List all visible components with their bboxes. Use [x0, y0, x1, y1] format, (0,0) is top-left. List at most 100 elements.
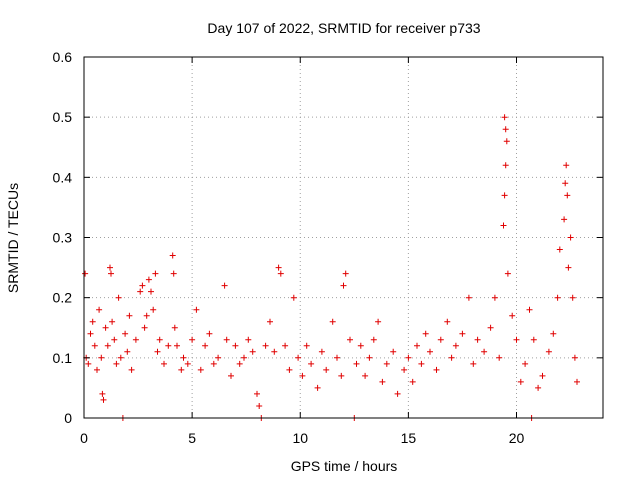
data-point: [571, 354, 578, 361]
data-point: [502, 162, 509, 169]
data-point: [85, 360, 92, 367]
data-point: [202, 342, 209, 349]
data-point: [448, 354, 455, 361]
x-tick-label: 15: [401, 430, 417, 446]
data-point: [504, 270, 511, 277]
data-point: [375, 318, 382, 325]
data-point: [94, 366, 100, 373]
data-point: [267, 318, 273, 325]
data-point: [99, 390, 106, 397]
data-point: [178, 366, 185, 373]
data-point: [379, 378, 386, 385]
data-point: [390, 348, 397, 355]
x-tick-label: 0: [80, 430, 88, 446]
data-point: [82, 270, 89, 277]
data-point: [563, 162, 570, 169]
data-point: [241, 354, 247, 361]
axis-ticks: [83, 56, 603, 419]
data-point: [487, 324, 494, 331]
data-point: [550, 330, 557, 337]
data-point: [409, 378, 416, 385]
data-point: [405, 354, 412, 361]
data-point: [418, 360, 425, 367]
data-point: [271, 348, 278, 355]
data-point: [236, 360, 243, 367]
data-point: [509, 312, 516, 319]
data-point: [539, 372, 546, 379]
data-point: [303, 342, 310, 349]
data-point: [161, 360, 167, 367]
data-point: [481, 348, 488, 355]
data-point: [102, 324, 109, 331]
data-point: [522, 360, 529, 367]
data-point: [215, 354, 222, 361]
data-point: [290, 294, 297, 301]
data-point: [535, 384, 542, 391]
data-point: [503, 138, 510, 145]
data-point: [444, 318, 451, 325]
data-point: [357, 342, 364, 349]
data-point: [104, 342, 111, 349]
data-point: [169, 252, 176, 259]
data-point: [109, 318, 116, 325]
data-point: [180, 354, 187, 361]
data-point: [561, 216, 568, 223]
data-point: [249, 348, 256, 355]
data-point: [98, 354, 105, 361]
data-point: [459, 330, 466, 337]
data-point: [150, 306, 157, 313]
data-point: [308, 360, 315, 367]
data-point: [323, 366, 330, 373]
data-point: [394, 390, 401, 397]
data-point: [565, 264, 572, 271]
data-point: [474, 336, 481, 343]
data-point: [184, 360, 191, 367]
data-point: [108, 270, 114, 277]
data-point: [433, 366, 440, 373]
data-point: [452, 342, 459, 349]
data-point: [422, 330, 429, 337]
data-point: [107, 264, 113, 271]
data-points: [82, 114, 580, 421]
data-point: [318, 348, 325, 355]
data-point: [256, 403, 263, 409]
data-point: [569, 294, 576, 301]
y-tick-label: 0.3: [53, 230, 73, 246]
y-tick-label: 0.1: [53, 350, 73, 366]
data-point: [122, 330, 129, 337]
data-point: [128, 366, 135, 373]
data-point: [245, 336, 252, 343]
data-point: [501, 114, 508, 121]
data-point: [401, 366, 408, 373]
data-point: [282, 342, 289, 349]
y-tick-label: 0.6: [53, 49, 73, 65]
x-tick-label: 20: [509, 430, 525, 446]
data-point: [206, 330, 213, 337]
data-point: [262, 342, 269, 349]
data-point: [171, 324, 178, 331]
data-point: [574, 378, 580, 385]
y-axis-label: SRMTID / TECUs: [5, 183, 21, 293]
data-point: [126, 312, 133, 319]
data-point: [353, 360, 360, 367]
data-point: [340, 282, 347, 289]
data-point: [165, 342, 172, 349]
data-point: [470, 360, 477, 367]
data-point: [562, 180, 569, 187]
x-tick-label: 10: [292, 430, 308, 446]
data-point: [295, 354, 302, 361]
data-point: [366, 354, 373, 361]
data-point: [189, 336, 196, 343]
data-point: [545, 348, 552, 355]
data-point: [342, 270, 349, 277]
data-point: [197, 366, 204, 373]
data-point: [221, 282, 228, 289]
data-point: [89, 318, 96, 325]
data-point: [228, 372, 234, 379]
data-point: [526, 306, 533, 313]
data-point: [148, 288, 154, 295]
data-point: [567, 234, 574, 241]
data-point: [137, 288, 144, 295]
y-tick-label: 0.4: [53, 169, 73, 185]
